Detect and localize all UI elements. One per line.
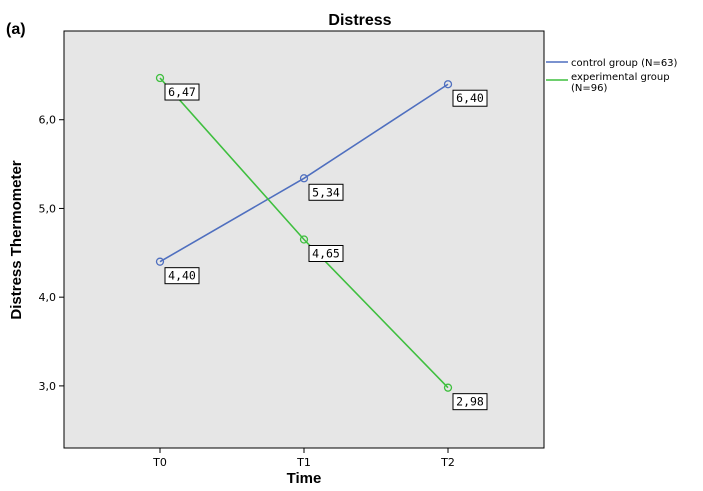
series-layer bbox=[155, 73, 453, 392]
panel-label: (a) bbox=[6, 21, 26, 38]
y-tick-label: 3,0 bbox=[39, 380, 57, 393]
x-axis-title: Time bbox=[287, 470, 322, 487]
series-line-experimental bbox=[159, 77, 449, 389]
data-label: 2,98 bbox=[456, 395, 484, 409]
data-label-box bbox=[164, 83, 200, 101]
y-axis-title: Distress Thermometer bbox=[8, 160, 25, 319]
data-label-layer: 4,40 5,34 6,40 6,47 4,65 2,98 bbox=[164, 83, 488, 411]
x-tick-label: T0 bbox=[152, 456, 167, 469]
data-point-marker bbox=[155, 257, 165, 266]
data-label: 4,40 bbox=[168, 269, 196, 283]
x-axis: T0 T1 T2 bbox=[152, 448, 455, 469]
legend-label-experimental-line1: experimental group bbox=[571, 72, 670, 83]
data-label: 5,34 bbox=[312, 185, 340, 199]
chart-title: Distress bbox=[328, 12, 391, 29]
data-point-marker bbox=[443, 80, 453, 89]
legend-label-control: control group (N=63) bbox=[571, 58, 678, 69]
data-point-marker bbox=[299, 174, 309, 183]
data-point-marker bbox=[299, 235, 309, 244]
data-point-marker bbox=[443, 383, 453, 392]
legend: control group (N=63) experimental group(N… bbox=[546, 58, 678, 94]
data-label-box bbox=[452, 393, 488, 411]
data-label: 4,65 bbox=[312, 247, 340, 261]
y-tick-label: 4,0 bbox=[39, 291, 57, 304]
x-tick-label: T2 bbox=[440, 456, 455, 469]
data-label: 6,47 bbox=[168, 85, 196, 99]
y-tick-label: 5,0 bbox=[39, 202, 57, 215]
data-label-box bbox=[308, 245, 344, 262]
data-label-box bbox=[164, 267, 200, 285]
data-label-box bbox=[308, 183, 344, 201]
series-line-control bbox=[159, 83, 449, 263]
legend-label-experimental-line2: (N=96) bbox=[571, 83, 607, 94]
y-axis: 3,0 4,0 5,0 6,0 bbox=[39, 114, 64, 393]
data-point-marker bbox=[155, 73, 165, 83]
x-tick-label: T1 bbox=[296, 456, 311, 469]
data-label-box bbox=[452, 89, 488, 107]
y-tick-label: 6,0 bbox=[39, 114, 57, 127]
data-label: 6,40 bbox=[456, 91, 484, 105]
